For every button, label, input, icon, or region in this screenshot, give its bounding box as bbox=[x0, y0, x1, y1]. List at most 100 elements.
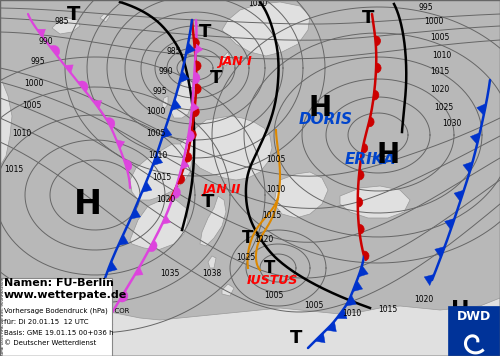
Polygon shape bbox=[162, 127, 172, 138]
Wedge shape bbox=[363, 251, 369, 261]
FancyBboxPatch shape bbox=[448, 306, 500, 356]
Text: T: T bbox=[264, 259, 276, 277]
Text: 995: 995 bbox=[30, 58, 46, 67]
Polygon shape bbox=[0, 0, 12, 166]
Polygon shape bbox=[52, 18, 80, 34]
Wedge shape bbox=[358, 197, 362, 207]
Polygon shape bbox=[181, 159, 189, 169]
Text: T: T bbox=[202, 193, 214, 211]
Text: 1010: 1010 bbox=[12, 130, 32, 138]
Polygon shape bbox=[116, 140, 124, 149]
Text: JAN II: JAN II bbox=[202, 183, 240, 197]
Polygon shape bbox=[352, 281, 362, 292]
Text: 1005: 1005 bbox=[264, 292, 283, 300]
Text: für: Di 20.01.15  12 UTC: für: Di 20.01.15 12 UTC bbox=[4, 319, 88, 325]
Polygon shape bbox=[172, 99, 181, 111]
Text: 1020: 1020 bbox=[414, 295, 434, 304]
Polygon shape bbox=[130, 144, 192, 200]
Text: 1035: 1035 bbox=[160, 269, 180, 278]
Polygon shape bbox=[100, 14, 110, 22]
Text: 995: 995 bbox=[418, 4, 434, 12]
Polygon shape bbox=[162, 96, 168, 110]
Text: H: H bbox=[308, 94, 332, 122]
Text: T: T bbox=[199, 23, 211, 41]
Text: H: H bbox=[376, 141, 400, 169]
Wedge shape bbox=[368, 117, 374, 127]
Text: 1020: 1020 bbox=[254, 236, 274, 245]
Text: 1020: 1020 bbox=[156, 195, 176, 204]
Text: 1010: 1010 bbox=[432, 52, 452, 61]
Text: 1015: 1015 bbox=[152, 173, 172, 183]
Polygon shape bbox=[180, 116, 272, 180]
Text: T: T bbox=[210, 69, 222, 87]
Text: T: T bbox=[68, 5, 80, 23]
Text: © Deutscher Wetterdienst: © Deutscher Wetterdienst bbox=[4, 340, 96, 346]
Wedge shape bbox=[196, 84, 201, 94]
Text: 1025: 1025 bbox=[236, 253, 256, 262]
Wedge shape bbox=[194, 72, 200, 84]
Text: 1015: 1015 bbox=[262, 211, 281, 220]
Text: 1005: 1005 bbox=[430, 33, 450, 42]
Wedge shape bbox=[50, 45, 59, 56]
Polygon shape bbox=[192, 102, 199, 112]
Wedge shape bbox=[188, 130, 194, 142]
Text: 985: 985 bbox=[55, 17, 69, 26]
Wedge shape bbox=[190, 130, 196, 140]
Text: 1015: 1015 bbox=[378, 305, 398, 314]
Polygon shape bbox=[476, 104, 486, 115]
Text: GME 1015 hPa, Δp 335. 900hPa/GS09: GME 1015 hPa, Δp 335. 900hPa/GS09 bbox=[1, 277, 5, 355]
Polygon shape bbox=[315, 333, 325, 343]
Polygon shape bbox=[435, 247, 445, 258]
Wedge shape bbox=[148, 240, 157, 252]
Text: H: H bbox=[451, 300, 469, 320]
Text: www.wetterpate.de: www.wetterpate.de bbox=[4, 290, 127, 300]
Text: T: T bbox=[242, 229, 254, 247]
Polygon shape bbox=[0, 298, 500, 356]
Text: 1020: 1020 bbox=[248, 0, 268, 9]
Polygon shape bbox=[274, 172, 328, 218]
Wedge shape bbox=[358, 170, 364, 180]
Polygon shape bbox=[93, 100, 102, 109]
Text: 1000: 1000 bbox=[24, 79, 44, 89]
Polygon shape bbox=[170, 78, 194, 118]
Polygon shape bbox=[37, 29, 46, 37]
Wedge shape bbox=[119, 291, 128, 302]
Text: JAN I: JAN I bbox=[218, 56, 252, 68]
Text: Vorhersage Bodendruck (hPa)   COR: Vorhersage Bodendruck (hPa) COR bbox=[4, 308, 130, 314]
Wedge shape bbox=[78, 81, 88, 91]
Text: 1030: 1030 bbox=[442, 120, 462, 129]
Polygon shape bbox=[104, 317, 113, 325]
Text: 1038: 1038 bbox=[202, 269, 222, 278]
Polygon shape bbox=[470, 133, 480, 144]
Text: 1005: 1005 bbox=[266, 156, 285, 164]
Wedge shape bbox=[178, 174, 184, 184]
Wedge shape bbox=[358, 224, 364, 234]
Polygon shape bbox=[336, 309, 347, 319]
Polygon shape bbox=[107, 261, 117, 272]
Text: Basis: GME 19.01.15 00+036 h: Basis: GME 19.01.15 00+036 h bbox=[4, 330, 114, 336]
Polygon shape bbox=[186, 43, 196, 54]
Polygon shape bbox=[463, 162, 472, 173]
Text: 1000: 1000 bbox=[424, 17, 444, 26]
Polygon shape bbox=[208, 256, 216, 268]
Polygon shape bbox=[326, 321, 336, 332]
Polygon shape bbox=[130, 208, 140, 219]
Wedge shape bbox=[375, 36, 380, 46]
Wedge shape bbox=[362, 143, 368, 153]
Text: 1010: 1010 bbox=[342, 309, 361, 319]
Polygon shape bbox=[162, 215, 170, 224]
Polygon shape bbox=[142, 181, 152, 192]
Polygon shape bbox=[64, 65, 73, 73]
Text: 1025: 1025 bbox=[434, 104, 454, 112]
Polygon shape bbox=[153, 154, 162, 166]
Text: 1010: 1010 bbox=[266, 185, 285, 194]
Text: 1005: 1005 bbox=[304, 302, 324, 310]
Text: 990: 990 bbox=[38, 37, 54, 47]
Polygon shape bbox=[346, 295, 356, 306]
Polygon shape bbox=[424, 274, 434, 286]
Polygon shape bbox=[222, 2, 310, 56]
Polygon shape bbox=[130, 200, 188, 250]
Text: DWD: DWD bbox=[457, 309, 491, 323]
Polygon shape bbox=[358, 266, 368, 277]
Wedge shape bbox=[89, 341, 98, 352]
